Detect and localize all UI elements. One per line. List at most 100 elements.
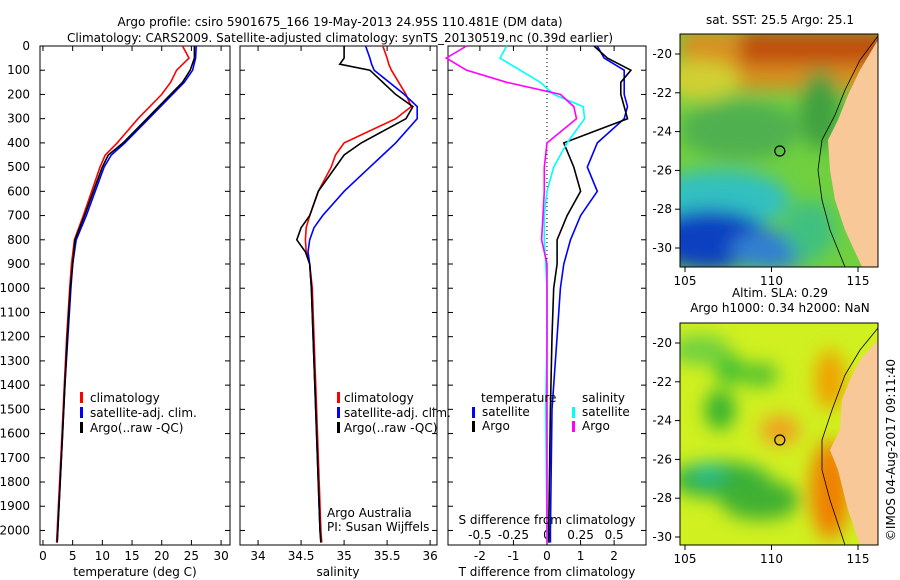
temperature-legend: climatology satellite-adj. clim. Argo(..… [80,391,197,435]
salinity-legend: climatology satellite-adj. clim. Argo(..… [327,391,451,534]
y-tick-label: 700 [7,209,30,223]
y-tick-label: 100 [7,63,30,77]
copyright-text: ©IMOS 04-Aug-2017 09:11:40 [884,359,898,541]
map-y-tick-label: -26 [652,452,672,466]
plot-frame-temperature [39,45,231,546]
x-tick-label: 10 [95,549,110,563]
legend-climatology: climatology [344,391,414,405]
x2-tick-label: -0.25 [498,528,529,542]
x-tick-label: 0 [39,549,47,563]
sst-map [680,34,878,267]
x-tick-label: 30 [213,549,228,563]
y-tick-label: 200 [7,87,30,101]
x-tick-label: 1 [577,549,585,563]
series-line-climatology [304,45,413,543]
y-tick-label: 2000 [0,523,30,537]
legend-t-argo: Argo [482,419,510,433]
map-y-tick-label: -24 [652,414,672,428]
legend-s-satellite: satellite [582,405,630,419]
series-line-argo-raw-qc- [295,46,414,543]
legend-satellite: satellite-adj. clim. [344,406,451,420]
salinity-xlabel: salinity [316,565,359,579]
series-line-s-satellite [498,45,586,543]
y-tick-label: 1200 [0,330,30,344]
title-line2: Climatology: CARS2009. Satellite-adjuste… [67,31,613,45]
x-tick-label: 20 [154,549,169,563]
sst-map-title: sat. SST: 25.5 Argo: 25.1 [706,13,854,27]
y-tick-label: 1000 [0,281,30,295]
map-x-tick-label: 105 [674,552,697,566]
x-tick-label: 34.5 [288,549,315,563]
y-tick-label: 300 [7,112,30,126]
map-y-tick-label: -28 [652,491,672,505]
map-x-tick-label: 110 [760,552,783,566]
map-y-tick-label: -20 [652,336,672,350]
x-tick-label: 36 [422,549,437,563]
land [828,34,878,267]
map-x-tick-label: 115 [847,552,870,566]
series-line-argo-raw-qc- [56,46,196,543]
temperature-xlabel: temperature (deg C) [73,565,196,579]
y-tick-label: 1900 [0,499,30,513]
legend-argo: Argo(..raw -QC) [90,421,183,435]
series-line-s-argo [444,45,578,543]
x-tick-label: 35 [336,549,351,563]
legend-s-argo: Argo [582,419,610,433]
y-tick-label: 1800 [0,475,30,489]
annotation-pi: PI: Susan Wijffels [327,520,429,534]
y-tick-label: 1100 [0,305,30,319]
sla-map-frame [679,322,879,546]
sla-map-title-2: Argo h1000: 0.34 h2000: NaN [690,301,870,315]
argo-location-marker [774,434,786,446]
title-line1: Argo profile: csiro 5901675_166 19-May-2… [117,15,562,29]
y-tick-label: 1700 [0,451,30,465]
s-diff-xlabel: S difference from climatology [459,513,636,527]
x2-tick-label: 0.25 [567,528,594,542]
y-tick-label: 1300 [0,354,30,368]
legend-temperature-title: temperature [481,391,556,405]
y-tick-label: 800 [7,233,30,247]
y-tick-label: 400 [7,136,30,150]
x-tick-label: -1 [507,549,519,563]
y-tick-label: 1500 [0,402,30,416]
x-tick-label: 35.5 [374,549,401,563]
series-line-t-satellite [549,45,629,543]
sla-map-title-1: Altim. SLA: 0.29 [732,286,828,300]
series-line-satellite-adj-clim- [56,45,197,543]
x-tick-label: 15 [124,549,139,563]
map-x-tick-label: 110 [760,274,783,288]
y-tick-label: 0 [22,39,30,53]
x-tick-label: 2 [610,549,618,563]
legend-satellite: satellite-adj. clim. [90,406,197,420]
series-line-satellite-adj-clim- [307,45,419,543]
argo-location-marker [774,145,786,157]
sst-map-frame [679,33,879,268]
y-tick-label: 600 [7,184,30,198]
series-line-t-argo [547,45,633,543]
x2-tick-label: 0.5 [605,528,624,542]
map-y-tick-label: -28 [652,202,672,216]
difference-legend: temperature satellite Argo salinity sate… [472,391,630,433]
x2-tick-label: -0.5 [468,528,491,542]
map-x-tick-label: 105 [674,274,697,288]
x-tick-label: -2 [474,549,486,563]
map-y-tick-label: -22 [652,86,672,100]
map-y-tick-label: -22 [652,375,672,389]
map-y-tick-label: -24 [652,125,672,139]
annotation-argo-australia: Argo Australia [327,506,412,520]
x-tick-label: 5 [69,549,77,563]
land [830,323,878,545]
map-y-tick-label: -30 [652,530,672,544]
series-line-climatology [55,45,190,543]
legend-t-satellite: satellite [482,405,530,419]
map-y-tick-label: -26 [652,163,672,177]
legend-salinity-title: salinity [582,391,625,405]
y-tick-label: 1400 [0,378,30,392]
legend-climatology: climatology [90,391,160,405]
plot-frame-salinity [239,45,438,546]
t-diff-xlabel: T difference from climatology [458,565,636,579]
x-tick-label: 25 [184,549,199,563]
map-y-tick-label: -20 [652,47,672,61]
y-tick-label: 1600 [0,427,30,441]
